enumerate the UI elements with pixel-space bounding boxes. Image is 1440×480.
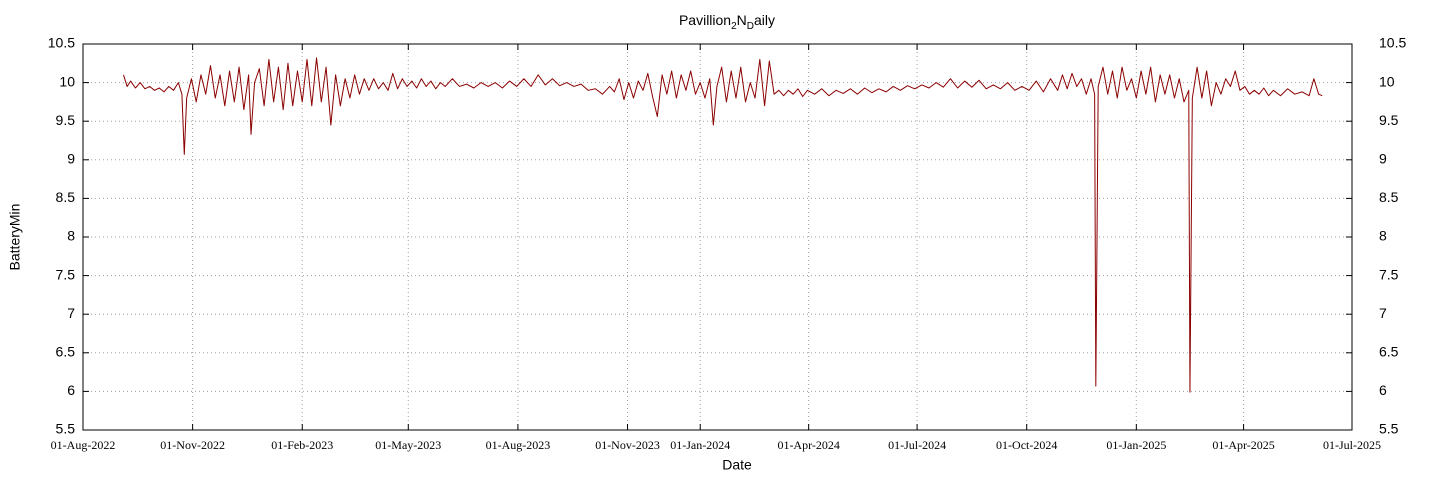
x-tick-label: 01-Jul-2024 xyxy=(888,438,946,452)
y-axis-label: BatteryMin xyxy=(7,204,23,271)
y2-tick-label: 7.5 xyxy=(1379,266,1399,282)
y2-tick-label: 9.5 xyxy=(1379,112,1399,128)
x-tick-label: 01-Apr-2025 xyxy=(1212,438,1274,452)
x-tick-label: 01-Aug-2023 xyxy=(486,438,551,452)
title-part: D xyxy=(747,21,754,32)
y-tick-label: 6.5 xyxy=(56,344,76,360)
y-tick-label: 5.5 xyxy=(56,421,76,437)
y-tick-label: 7.5 xyxy=(56,266,76,282)
x-tick-label: 01-Jul-2025 xyxy=(1323,438,1381,452)
y2-tick-label: 7 xyxy=(1379,305,1387,321)
y-tick-label: 9 xyxy=(67,151,75,167)
y-tick-label: 10.5 xyxy=(48,35,75,51)
title-part: 2 xyxy=(731,21,737,32)
x-tick-label: 01-Oct-2024 xyxy=(996,438,1057,452)
y-tick-label: 6 xyxy=(67,382,75,398)
y2-tick-label: 9 xyxy=(1379,151,1387,167)
title-part: aily xyxy=(754,12,775,28)
x-tick-label: 01-Feb-2023 xyxy=(271,438,333,452)
y2-tick-label: 10 xyxy=(1379,73,1395,89)
y-tick-label: 7 xyxy=(67,305,75,321)
plot-frame xyxy=(82,43,1353,431)
x-tick-label: 01-Nov-2022 xyxy=(160,438,225,452)
chart-title: Pavillion2NDaily xyxy=(679,12,775,32)
y2-tick-label: 10.5 xyxy=(1379,35,1406,51)
y2-tick-label: 6.5 xyxy=(1379,344,1399,360)
y2-tick-label: 6 xyxy=(1379,382,1387,398)
title-part: N xyxy=(737,12,747,28)
x-tick-label: 01-Nov-2023 xyxy=(595,438,660,452)
y2-tick-label: 8.5 xyxy=(1379,189,1399,205)
x-tick-label: 01-Apr-2024 xyxy=(777,438,839,452)
y2-tick-label: 8 xyxy=(1379,228,1387,244)
title-part: Pavillion xyxy=(679,12,731,28)
x-tick-label: 01-Aug-2022 xyxy=(51,438,116,452)
x-tick-label: 01-Jan-2024 xyxy=(670,438,730,452)
x-tick-label: 01-May-2023 xyxy=(375,438,441,452)
x-axis-label: Date xyxy=(722,457,752,473)
y2-tick-label: 5.5 xyxy=(1379,421,1399,437)
y-tick-label: 8 xyxy=(67,228,75,244)
y-tick-label: 9.5 xyxy=(56,112,76,128)
data-line xyxy=(123,57,1323,393)
y-tick-label: 10 xyxy=(59,73,75,89)
x-tick-label: 01-Jan-2025 xyxy=(1106,438,1166,452)
y-tick-label: 8.5 xyxy=(56,189,76,205)
